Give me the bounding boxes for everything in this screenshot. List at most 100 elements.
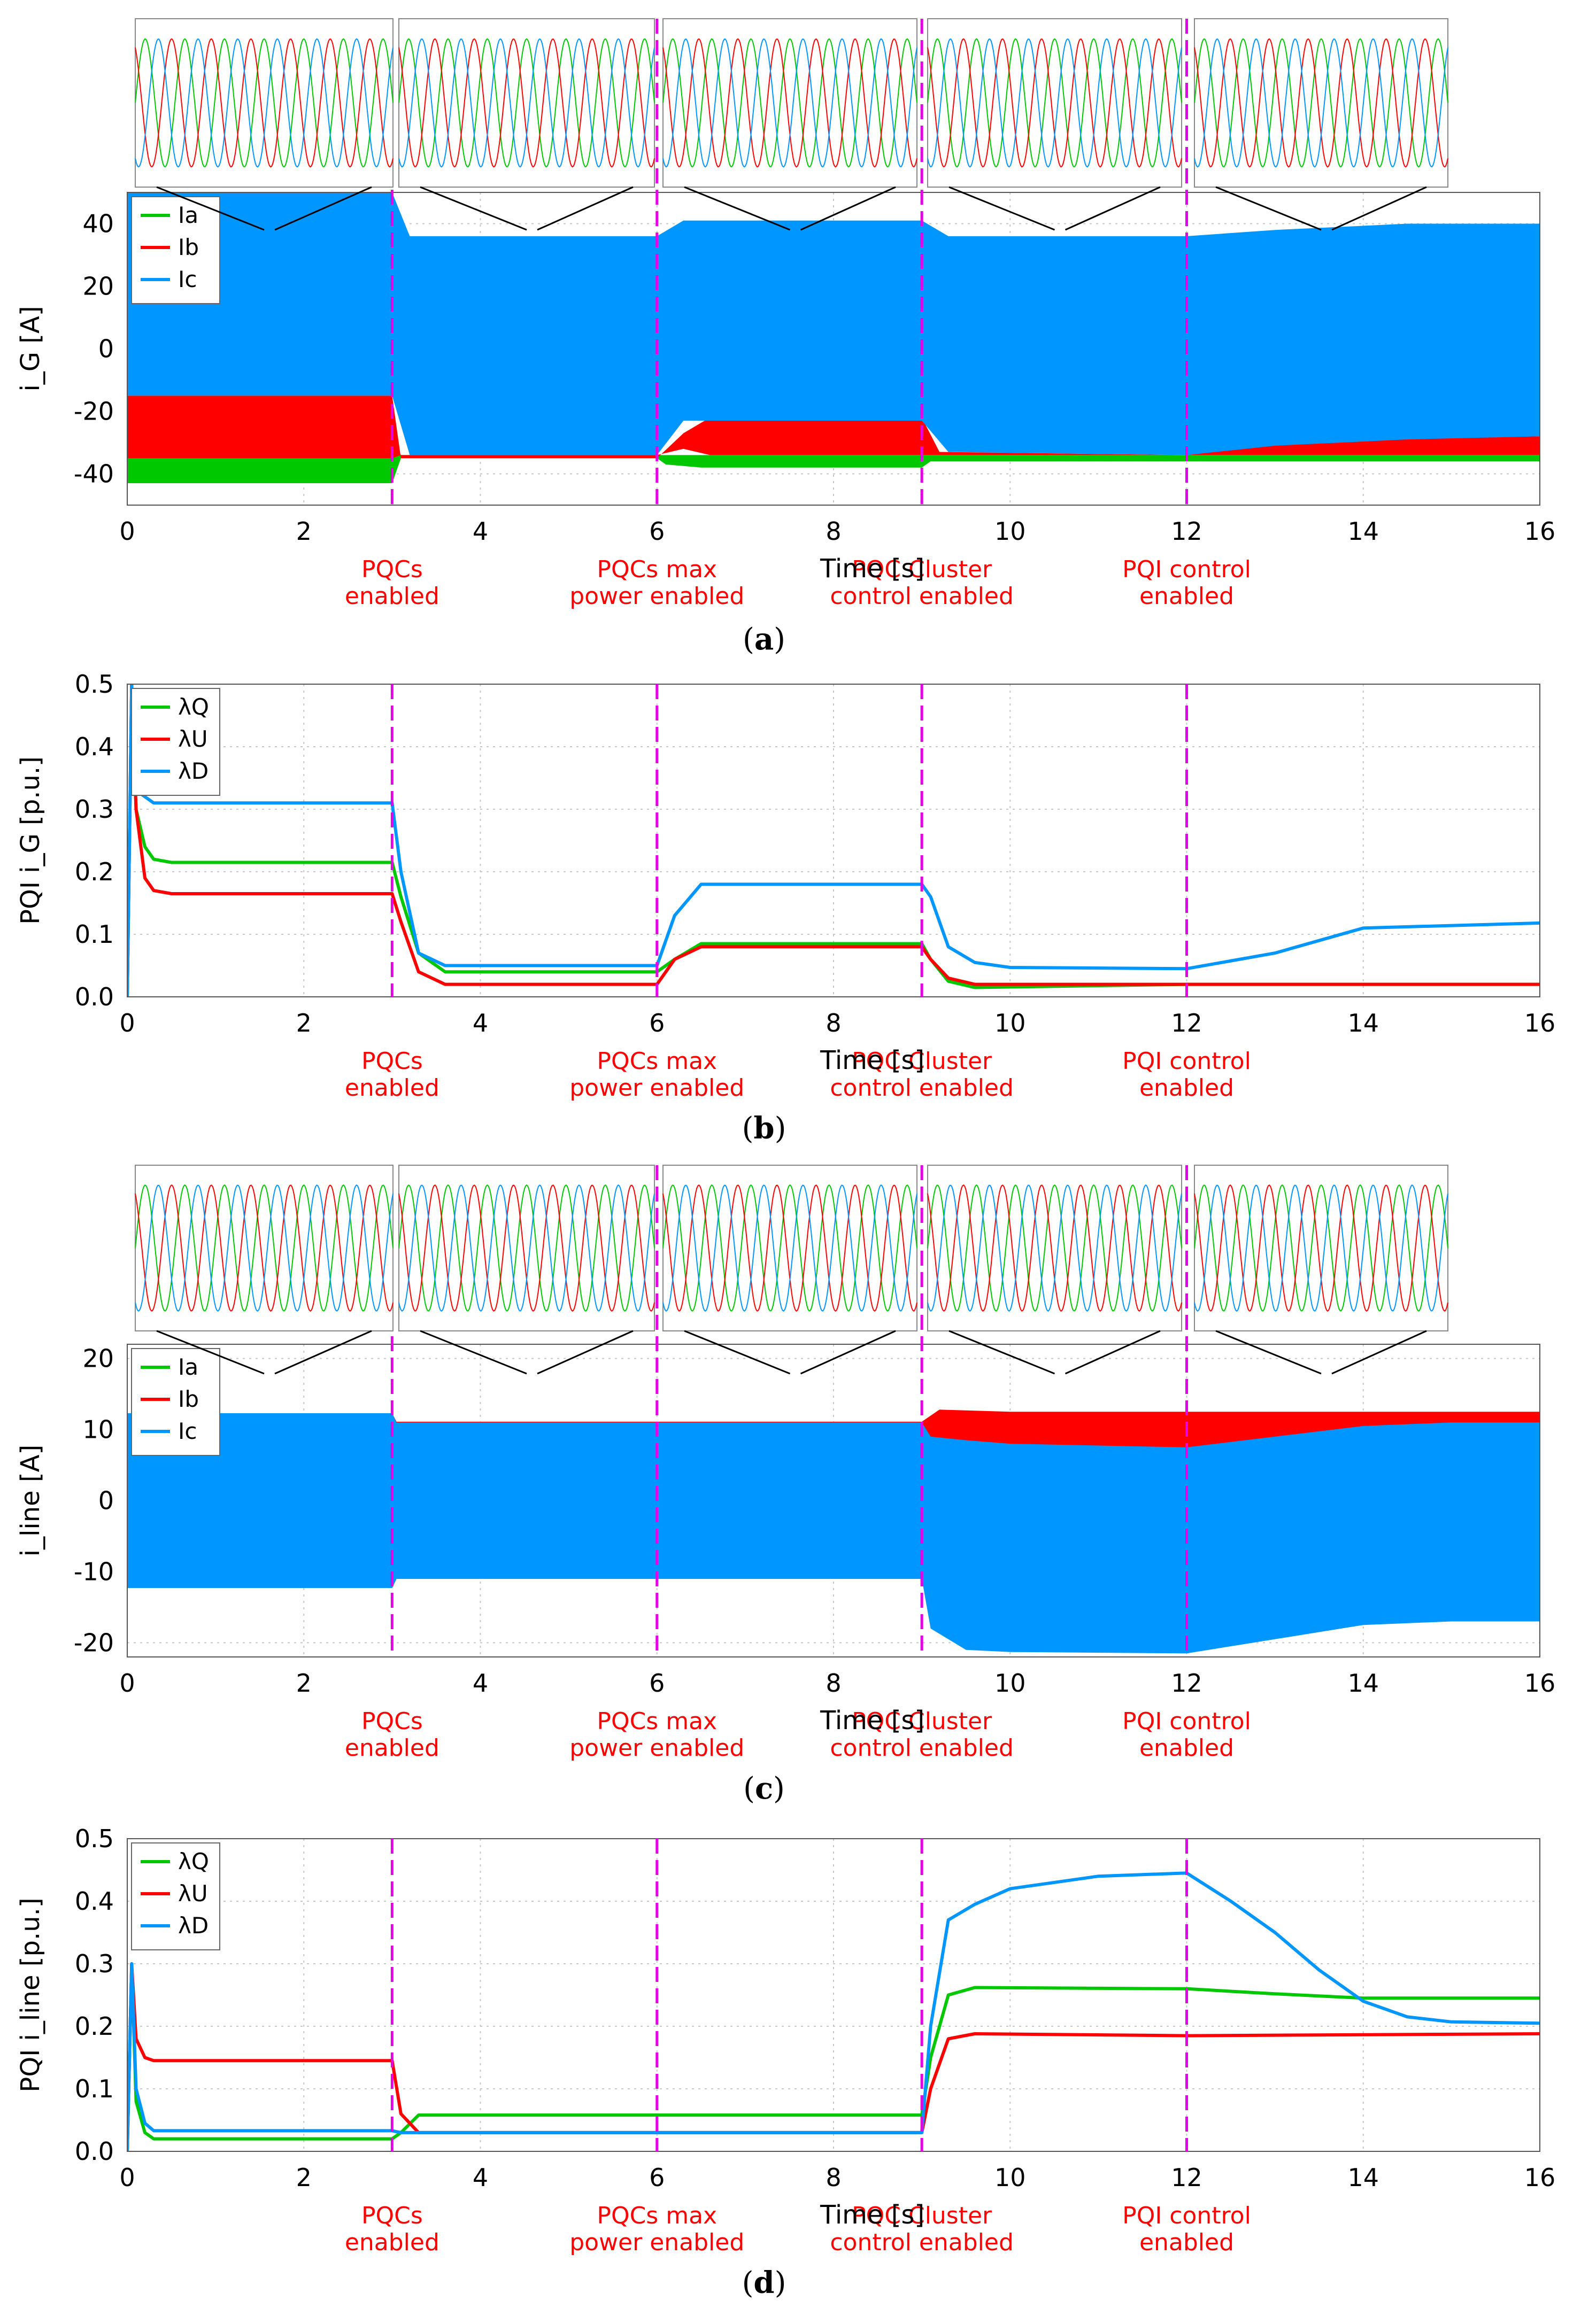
inset-connector — [800, 1330, 896, 1375]
series-line-λQ — [127, 684, 1540, 997]
event-label: PQI control — [1122, 2202, 1251, 2229]
inset-connector — [948, 186, 1055, 231]
event-label: enabled — [345, 2229, 439, 2256]
inset-connector — [274, 1330, 372, 1375]
x-axis-label: Time [s] — [820, 554, 924, 584]
event-label: power enabled — [569, 583, 744, 610]
inset-connector — [1215, 186, 1322, 231]
legend-entry: Ia — [178, 1354, 198, 1380]
legend: λQ λU λD — [131, 1842, 220, 1950]
inset-connector — [274, 186, 372, 231]
x-tick-label: 0 — [119, 1669, 135, 1698]
y-axis-label: i_line [A] — [16, 1445, 45, 1557]
x-tick-label: 0 — [119, 2163, 135, 2192]
y-tick-label: 0.4 — [75, 1887, 114, 1916]
series-line-λD — [127, 1871, 1540, 2151]
series-band-Ia — [127, 443, 1540, 483]
inset-waveform — [662, 1184, 917, 1312]
legend-entry: λQ — [178, 1848, 209, 1874]
x-tick-label: 4 — [473, 1009, 488, 1037]
y-tick-label: 0.5 — [75, 670, 114, 699]
inset-connector — [156, 186, 265, 231]
inset-connector — [420, 186, 527, 231]
event-label: PQC Cluster — [852, 1048, 992, 1075]
event-label: PQC Cluster — [852, 556, 992, 583]
x-tick-label: 10 — [994, 517, 1026, 546]
x-tick-label: 14 — [1347, 1669, 1379, 1698]
event-label: PQCs — [361, 1048, 423, 1075]
y-tick-label: 0.1 — [75, 920, 114, 949]
event-label: PQCs — [361, 2202, 423, 2229]
x-tick-label: 0 — [119, 1009, 135, 1037]
y-tick-label: -40 — [74, 460, 114, 489]
zoom-inset — [662, 1165, 917, 1331]
y-tick-label: 0.2 — [75, 857, 114, 886]
event-label: control enabled — [830, 1734, 1014, 1762]
event-label: PQCs — [361, 556, 423, 583]
zoom-insets — [135, 1165, 1448, 1375]
x-tick-label: 4 — [473, 2163, 488, 2192]
y-tick-label: -20 — [74, 1628, 114, 1657]
x-tick-label: 8 — [826, 1009, 841, 1037]
legend-entry: Ic — [178, 1418, 197, 1444]
y-tick-label: 0.2 — [75, 2012, 114, 2041]
y-tick-label: -10 — [74, 1557, 114, 1586]
x-tick-label: 2 — [296, 2163, 312, 2192]
inset-connector — [156, 1330, 265, 1375]
x-tick-label: 8 — [826, 1669, 841, 1698]
y-tick-label: 10 — [82, 1415, 114, 1444]
legend-entry: Ia — [178, 202, 198, 228]
event-label: enabled — [345, 583, 439, 610]
zoom-inset — [927, 18, 1182, 188]
y-tick-label: -20 — [74, 397, 114, 426]
y-tick-label: 0 — [98, 335, 114, 363]
event-label: PQC Cluster — [852, 1708, 992, 1735]
x-tick-label: 16 — [1524, 1009, 1556, 1037]
x-tick-label: 2 — [296, 1669, 312, 1698]
inset-connector — [684, 1330, 791, 1375]
event-label: enabled — [345, 1734, 439, 1762]
x-tick-label: 6 — [649, 517, 665, 546]
inset-waveform — [135, 38, 394, 168]
x-tick-label: 6 — [649, 1669, 665, 1698]
series-line-λD — [127, 684, 1540, 997]
event-label: power enabled — [569, 1074, 744, 1102]
zoom-inset — [1194, 1165, 1448, 1331]
event-label: PQI control — [1122, 1708, 1251, 1735]
x-tick-label: 4 — [473, 517, 488, 546]
legend-entry: λD — [178, 1912, 209, 1939]
plot-frame — [127, 1344, 1540, 1657]
y-tick-label: 0.0 — [75, 982, 114, 1011]
y-tick-label: 0 — [98, 1486, 114, 1515]
y-axis-label: PQI i_line [p.u.] — [16, 1897, 45, 2092]
legend-entry: Ib — [178, 234, 199, 260]
y-tick-label: 40 — [82, 210, 114, 238]
event-label: PQCs — [361, 1708, 423, 1735]
legend: λQ λU λD — [131, 688, 220, 796]
plot-frame — [127, 684, 1540, 997]
zoom-inset — [135, 18, 394, 188]
event-label: power enabled — [569, 1734, 744, 1762]
inset-waveform — [1194, 38, 1448, 168]
series-line-λU — [127, 684, 1540, 997]
legend: Ia Ib Ic — [131, 196, 220, 304]
event-label: PQI control — [1122, 1048, 1251, 1075]
x-tick-label: 12 — [1171, 517, 1202, 546]
x-tick-label: 14 — [1347, 517, 1379, 546]
x-tick-label: 12 — [1171, 1669, 1202, 1698]
x-tick-label: 8 — [826, 517, 841, 546]
panel-caption: (c) — [743, 1771, 785, 1806]
inset-connector — [537, 186, 634, 231]
inset-waveform — [135, 1184, 394, 1312]
inset-connector — [1065, 1330, 1161, 1375]
legend-entry: Ib — [178, 1386, 199, 1412]
x-tick-label: 12 — [1171, 2163, 1202, 2192]
plot-frame — [127, 192, 1540, 506]
x-tick-label: 10 — [994, 1669, 1026, 1698]
data-layer — [127, 684, 1540, 997]
inset-connector — [420, 1330, 527, 1375]
